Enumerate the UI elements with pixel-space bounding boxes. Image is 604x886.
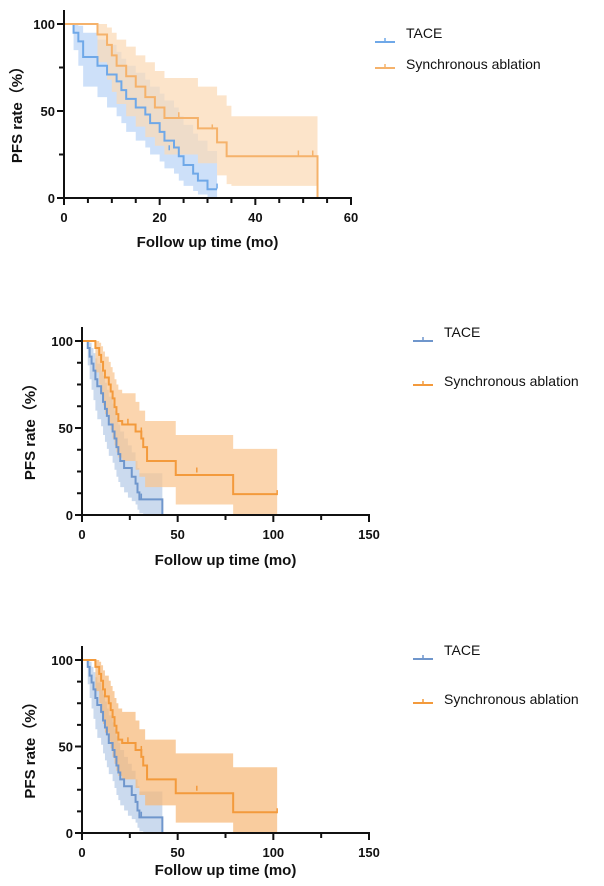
x-tick-label: 0: [78, 845, 85, 860]
x-tick-label: 50: [170, 845, 184, 860]
ci-band-synchronous-ablation: [82, 341, 278, 515]
legend-item-synchronous-ablation: Synchronous ablation: [413, 691, 579, 707]
km-chart-3: 0 50 100 150 0 50 100 Follow up time (mo) PFS ra…: [0, 632, 604, 886]
legend: TACE Synchronous ablation: [413, 324, 579, 389]
survival-curves: [82, 340, 278, 515]
legend-item-tace: TACE: [413, 642, 480, 660]
y-axis-title: PFS rate（%）: [8, 59, 26, 163]
y-axis-title: PFS rate（%）: [21, 376, 39, 480]
km-curve-tace: [82, 659, 164, 833]
legend-label-synchronous-ablation: Synchronous ablation: [444, 373, 579, 389]
x-tick-label: 50: [170, 527, 184, 542]
y-tick-label: 0: [66, 508, 73, 523]
legend: TACE Synchronous ablation: [413, 642, 579, 707]
x-axis-title: Follow up time (mo): [155, 552, 297, 569]
x-axis-title: Follow up time (mo): [137, 234, 279, 251]
x-axis-title: Follow up time (mo): [155, 862, 297, 879]
y-tick-label: 100: [51, 653, 73, 668]
y-tick-label: 100: [33, 17, 55, 32]
x-tick-label: 150: [358, 845, 380, 860]
km-chart-2-svg: 0 50 100 150 0 50 100 Follow up time (mo) PFS ra…: [21, 324, 579, 569]
km-chart-3-svg: 0 50 100 150 0 50 100 Follow up time (mo) PFS ra…: [21, 642, 579, 879]
ci-band-synchronous-ablation: [82, 660, 278, 833]
legend-label-tace: TACE: [444, 642, 480, 658]
x-tick-label: 60: [344, 210, 358, 225]
legend-label-tace: TACE: [444, 324, 480, 340]
axes: 0 50 100 150 0 50 100: [51, 646, 380, 860]
ci-bands: [82, 660, 278, 833]
ci-bands: [82, 341, 278, 515]
x-tick-label: 100: [262, 845, 284, 860]
legend-label-synchronous-ablation: Synchronous ablation: [406, 56, 541, 72]
ci-band-synchronous-ablation: [64, 24, 318, 186]
y-tick-label: 100: [51, 334, 73, 349]
x-tick-label: 100: [262, 527, 284, 542]
x-tick-label: 20: [152, 210, 166, 225]
x-tick-label: 0: [78, 527, 85, 542]
km-curve-tace: [64, 23, 218, 191]
axes: 0 20 40 60 0 50 100: [33, 10, 358, 225]
y-axis-title: PFS rate（%）: [21, 694, 39, 798]
km-curve-synchronous-ablation: [64, 23, 319, 198]
axes: 0 50 100 150 0 50 100: [51, 327, 380, 542]
legend-item-tace: TACE: [375, 25, 442, 43]
y-tick-label: 0: [48, 191, 55, 206]
legend: TACE Synchronous ablation: [375, 25, 541, 72]
km-curve-tace: [82, 340, 164, 515]
y-tick-label: 50: [59, 740, 73, 755]
legend-label-synchronous-ablation: Synchronous ablation: [444, 691, 579, 707]
x-tick-label: 40: [248, 210, 262, 225]
legend-item-synchronous-ablation: Synchronous ablation: [375, 56, 541, 72]
km-chart-1: 0 20 40 60 0 50 100 Follow up time (mo) PFS rate…: [0, 0, 604, 260]
y-tick-label: 0: [66, 826, 73, 841]
x-tick-label: 0: [60, 210, 67, 225]
legend-item-synchronous-ablation: Synchronous ablation: [413, 373, 579, 389]
ci-bands: [64, 24, 318, 198]
survival-curves: [64, 23, 319, 198]
km-chart-1-svg: 0 20 40 60 0 50 100 Follow up time (mo) PFS rate…: [8, 10, 541, 251]
legend-label-tace: TACE: [406, 25, 442, 41]
x-tick-label: 150: [358, 527, 380, 542]
km-curve-synchronous-ablation: [82, 659, 278, 814]
y-tick-label: 50: [41, 104, 55, 119]
survival-curves: [82, 659, 278, 833]
km-chart-2: 0 50 100 150 0 50 100 Follow up time (mo) PFS ra…: [0, 318, 604, 583]
km-curve-synchronous-ablation: [82, 340, 278, 496]
y-tick-label: 50: [59, 421, 73, 436]
legend-item-tace: TACE: [413, 324, 480, 342]
